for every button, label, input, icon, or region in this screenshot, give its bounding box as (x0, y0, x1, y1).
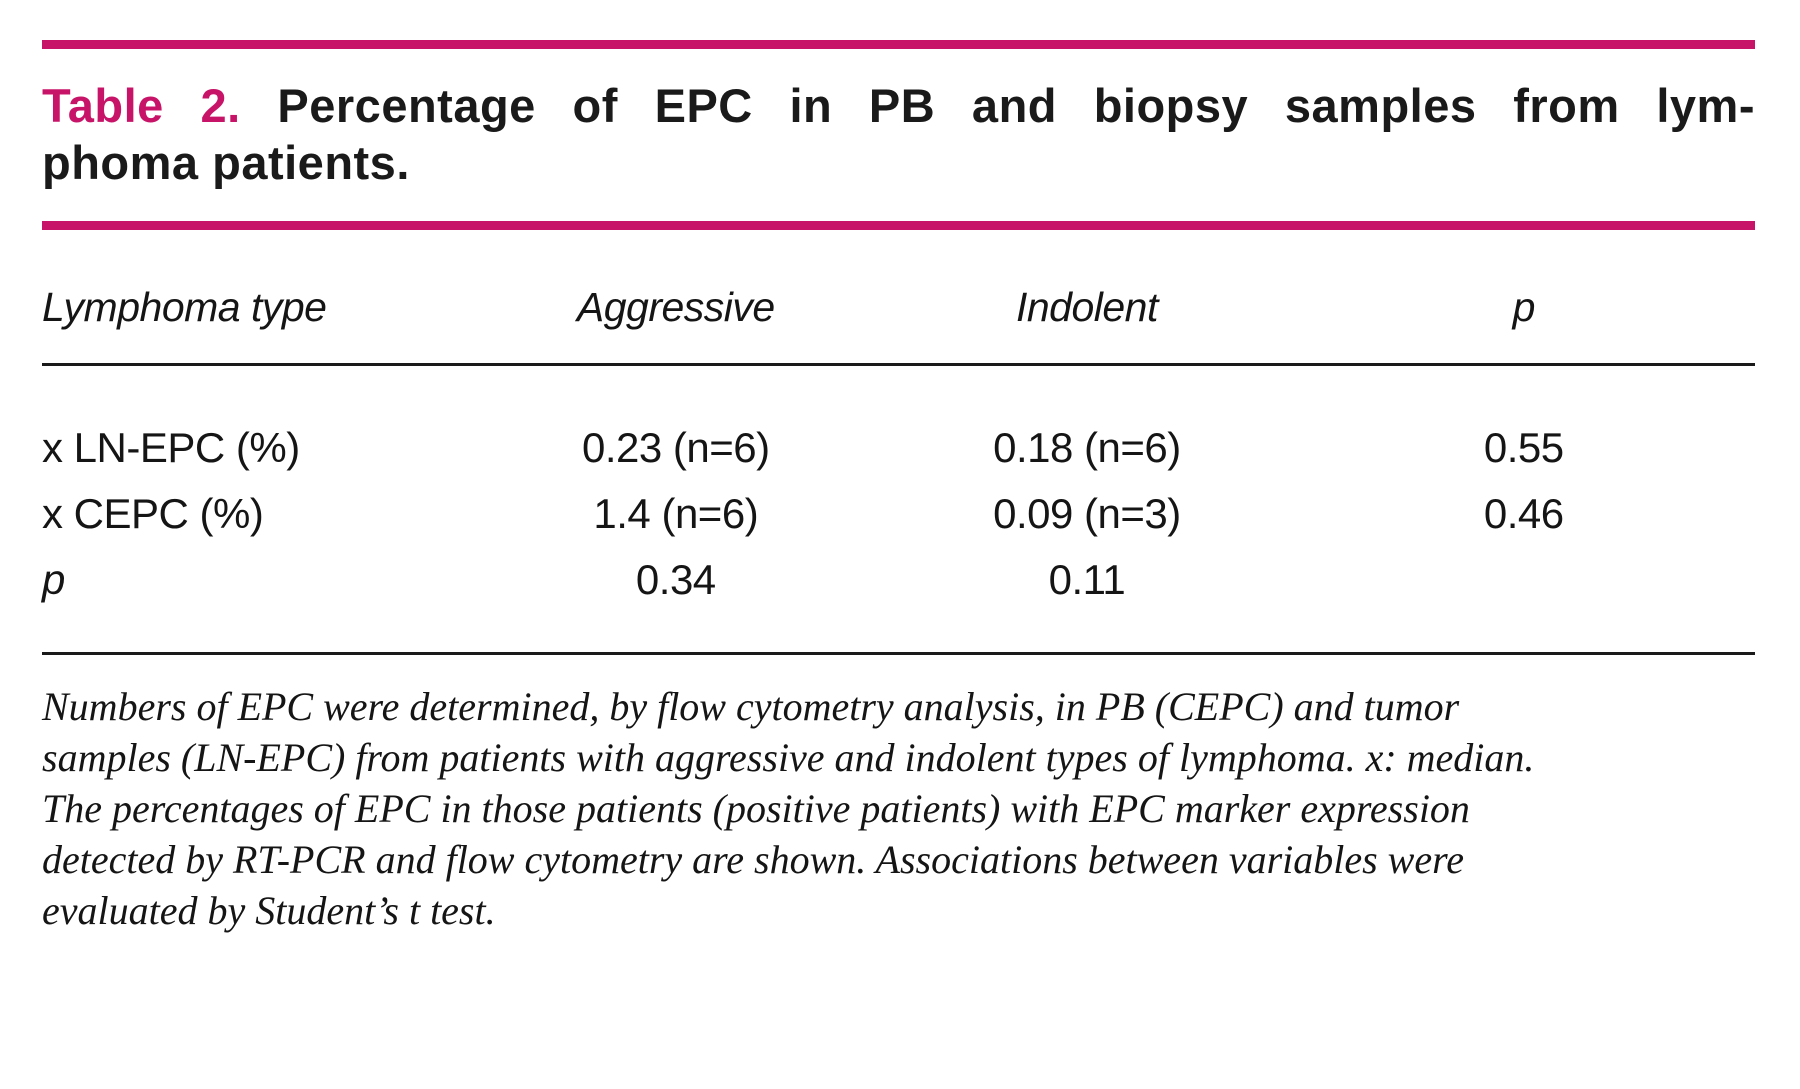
row-label-cepc: x CEPC (%) (42, 490, 264, 537)
table-title-line-2: phoma patients. (42, 136, 410, 189)
table-cell-p-empty (1292, 547, 1755, 654)
column-header-p: p (1292, 254, 1755, 366)
row-label-ln-epc: x LN-EPC (%) (42, 424, 300, 471)
column-header-aggressive: Aggressive (470, 254, 882, 366)
table-cell-p-indolent: 0.11 (1048, 556, 1126, 603)
table-cell-cepc-indolent: 0.09 (n=3) (993, 490, 1181, 537)
table-cell-cepc-p: 0.46 (1483, 490, 1564, 537)
table-cell-p-aggressive: 0.34 (635, 556, 716, 603)
title-divider-rule (42, 221, 1755, 230)
column-header-lymphoma-type: Lymphoma type (42, 254, 471, 366)
table-row-p-value: p 0.34 0.11 (42, 547, 1755, 654)
table-cell-ln-epc-indolent: 0.18 (n=6) (993, 424, 1181, 471)
table-row-cepc: x CEPC (%) 1.4 (n=6) 0.09 (n=3) 0.46 (42, 481, 1755, 547)
row-label-p: p (42, 556, 65, 603)
epc-percentage-table: Lymphoma type Aggressive Indolent p x LN… (42, 254, 1755, 655)
table-cell-cepc-aggressive: 1.4 (n=6) (593, 490, 759, 537)
table-title: Table 2. Percentage of EPC in PB and bio… (42, 77, 1755, 191)
column-header-indolent: Indolent (881, 254, 1293, 366)
table-title-line-1: Table 2. Percentage of EPC in PB and bio… (42, 77, 1755, 134)
table-footnote: Numbers of EPC were determined, by flow … (42, 684, 1535, 933)
top-accent-rule (42, 40, 1755, 49)
table-cell-ln-epc-aggressive: 0.23 (n=6) (581, 424, 770, 471)
table-cell-ln-epc-p: 0.55 (1483, 424, 1564, 471)
table-header-row: Lymphoma type Aggressive Indolent p (42, 254, 1755, 366)
table-title-text: Percentage of EPC in PB and biopsy sampl… (277, 79, 1755, 132)
table-row-ln-epc: x LN-EPC (%) 0.23 (n=6) 0.18 (n=6) 0.55 (42, 365, 1755, 482)
table-number-label: Table 2. (42, 79, 241, 132)
